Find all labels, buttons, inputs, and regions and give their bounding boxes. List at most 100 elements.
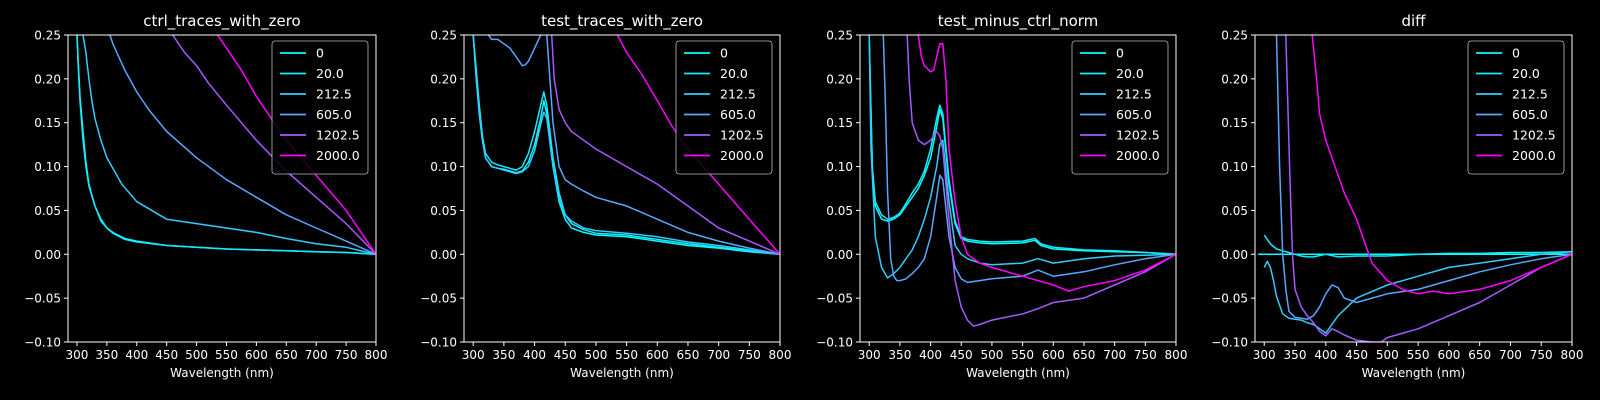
y-tick-label: 0.00 [430, 248, 457, 262]
x-tick-label: 750 [738, 348, 761, 362]
legend-label: 0 [1116, 46, 1124, 61]
legend-label: 605.0 [720, 107, 756, 122]
y-tick-label: 0.10 [430, 160, 457, 174]
y-tick-label: 0.20 [430, 72, 457, 86]
y-tick-label: 0.10 [826, 160, 853, 174]
legend-label: 1202.5 [720, 128, 764, 143]
chart-panel: 300 350 400 450 500 550 600 650 700 750 800 −0.10 −0… [816, 12, 1187, 380]
legend-label: 20.0 [720, 66, 748, 81]
x-tick-label: 650 [677, 348, 700, 362]
x-tick-label: 400 [1314, 348, 1337, 362]
series-line [882, 35, 1176, 284]
y-tick-label: −0.10 [816, 336, 853, 350]
x-tick-label: 500 [1376, 348, 1399, 362]
legend: 0 20.0 212.5 605.0 1202.5 2000.0 [1467, 40, 1565, 175]
x-tick-label: 700 [1103, 348, 1126, 362]
x-tick-label: 350 [95, 348, 118, 362]
legend-label: 605.0 [1116, 107, 1152, 122]
x-tick-label: 300 [66, 348, 89, 362]
x-tick-label: 350 [492, 348, 515, 362]
x-tick-label: 800 [1165, 348, 1188, 362]
y-tick-label: 0.25 [430, 29, 457, 43]
legend-label: 2000.0 [1116, 148, 1160, 163]
series-line [1263, 250, 1572, 334]
x-tick-label: 800 [1561, 348, 1584, 362]
y-tick-label: 0.05 [826, 204, 853, 218]
x-tick-label: 600 [1042, 348, 1065, 362]
x-tick-label: 300 [1253, 348, 1276, 362]
y-tick-label: 0.05 [430, 204, 457, 218]
legend-label: 2000.0 [316, 148, 360, 163]
series-line [616, 35, 780, 255]
legend-label: 212.5 [1116, 87, 1152, 102]
legend-label: 0 [720, 46, 728, 61]
legend-label: 212.5 [1512, 87, 1548, 102]
legend-label: 20.0 [1116, 66, 1144, 81]
series-line [487, 35, 780, 256]
x-tick-label: 700 [305, 348, 328, 362]
y-tick-label: 0.10 [1221, 160, 1248, 174]
series-line [472, 35, 780, 256]
y-tick-label: 0.15 [430, 116, 457, 130]
series-line [917, 35, 1176, 292]
x-axis-label: Wavelength (nm) [966, 366, 1070, 380]
x-tick-label: 600 [646, 348, 669, 362]
x-tick-label: 500 [980, 348, 1003, 362]
x-tick-label: 300 [858, 348, 881, 362]
y-tick-label: 0.00 [826, 248, 853, 262]
y-tick-label: 0.05 [34, 204, 61, 218]
y-tick-label: −0.10 [24, 336, 61, 350]
x-tick-label: 400 [919, 348, 942, 362]
x-tick-label: 450 [1345, 348, 1368, 362]
y-tick-label: 0.20 [1221, 72, 1248, 86]
y-tick-label: 0.15 [34, 116, 61, 130]
legend-label: 20.0 [1512, 66, 1540, 81]
y-tick-label: −0.05 [420, 292, 457, 306]
legend-label: 1202.5 [316, 128, 360, 143]
x-tick-label: 400 [125, 348, 148, 362]
x-tick-label: 350 [888, 348, 911, 362]
series-line [109, 35, 376, 255]
y-tick-label: 0.20 [34, 72, 61, 86]
y-tick-label: −0.05 [816, 292, 853, 306]
legend-label: 1202.5 [1116, 128, 1160, 143]
chart-title: diff [1401, 12, 1426, 30]
x-tick-label: 500 [584, 348, 607, 362]
legend: 0 20.0 212.5 605.0 1202.5 2000.0 [1071, 40, 1169, 175]
x-tick-label: 450 [554, 348, 577, 362]
chart-panel: 300 350 400 450 500 550 600 650 700 750 800 −0.10 −0… [24, 12, 387, 380]
chart-panel: 300 350 400 450 500 550 600 650 700 750 800 −0.10 −0… [1211, 12, 1583, 380]
y-tick-label: 0.25 [826, 29, 853, 43]
axes-frame [67, 34, 377, 343]
series-line [216, 35, 376, 255]
y-tick-label: 0.20 [826, 72, 853, 86]
x-tick-label: 750 [1530, 348, 1553, 362]
plot-area [472, 35, 780, 256]
y-tick-label: 0.25 [34, 29, 61, 43]
x-axis-label: Wavelength (nm) [1362, 366, 1466, 380]
chart-title: ctrl_traces_with_zero [143, 12, 300, 31]
x-tick-label: 700 [707, 348, 730, 362]
legend-label: 605.0 [316, 107, 352, 122]
axes-frame [463, 34, 781, 343]
x-tick-label: 600 [1437, 348, 1460, 362]
legend: 0 20.0 212.5 605.0 1202.5 2000.0 [675, 40, 773, 175]
legend-label: 2000.0 [720, 148, 764, 163]
y-tick-label: 0.25 [1221, 29, 1248, 43]
series-line [1263, 234, 1572, 258]
series-line [868, 35, 1176, 256]
x-tick-label: 650 [1468, 348, 1491, 362]
x-tick-label: 350 [1284, 348, 1307, 362]
x-tick-label: 450 [950, 348, 973, 362]
legend-label: 0 [316, 46, 324, 61]
y-tick-label: 0.15 [1221, 116, 1248, 130]
x-tick-label: 550 [1407, 348, 1430, 362]
x-tick-label: 550 [1011, 348, 1034, 362]
y-tick-label: −0.05 [1211, 292, 1248, 306]
x-tick-label: 650 [1073, 348, 1096, 362]
series-line [82, 35, 376, 256]
x-tick-label: 500 [185, 348, 208, 362]
y-tick-label: 0.15 [826, 116, 853, 130]
series-line [76, 35, 376, 256]
